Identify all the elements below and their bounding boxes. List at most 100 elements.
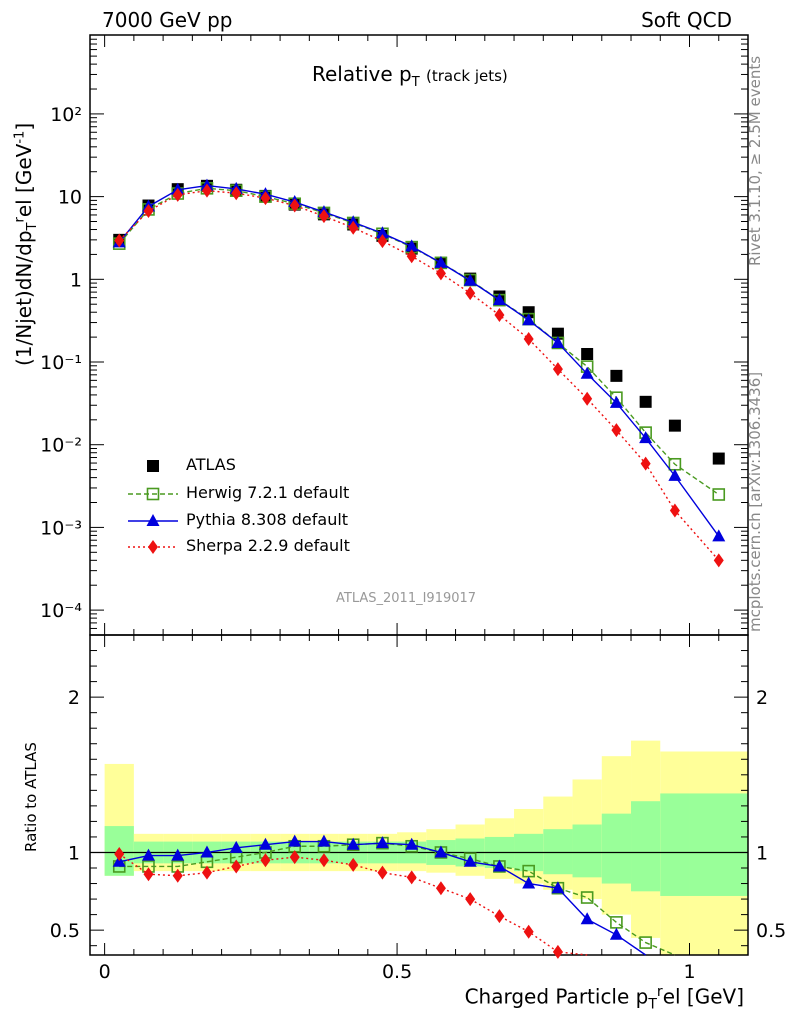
- ylabel-main-tail: el [GeV: [12, 143, 36, 218]
- y-tick-label: 10⁻⁴: [40, 600, 82, 622]
- pythia-ratio-point: [580, 912, 594, 925]
- sherpa-ratio-point: [231, 859, 242, 874]
- sherpa-point: [201, 183, 212, 198]
- pythia-ratio-point: [405, 837, 419, 850]
- legend-entry-herwig: Herwig 7.2.1 default: [186, 483, 350, 502]
- y-axis-label-main: (1/Njet)dN/dpTrel [GeV-1]: [12, 123, 40, 366]
- title-main: Relative p: [312, 62, 412, 86]
- sherpa-ratio-point: [377, 865, 388, 880]
- pythia-point: [551, 335, 565, 348]
- title-note: (track jets): [426, 67, 508, 85]
- ylabel-main-close: ]: [12, 122, 36, 131]
- pythia-point: [639, 431, 653, 444]
- sherpa-ratio-point: [406, 870, 417, 885]
- ratio-y-tick-label-right: 1: [756, 842, 768, 864]
- pythia-point: [375, 226, 389, 239]
- sherpa-ratio-point: [523, 924, 534, 939]
- pythia-ratio-point: [609, 927, 623, 940]
- sherpa-point: [552, 362, 563, 377]
- title-sub: T: [411, 75, 420, 90]
- pythia-ratio-point: [141, 848, 155, 861]
- atlas-point: [522, 306, 535, 319]
- ratio-band-inner: [660, 793, 690, 896]
- sherpa-point: [172, 187, 183, 202]
- pythia-ratio-point: [522, 876, 536, 889]
- sherpa-point: [611, 423, 622, 438]
- sherpa-point: [260, 191, 271, 206]
- ratio-band-inner: [543, 829, 573, 875]
- ratio-band-inner: [601, 813, 632, 884]
- xlabel-sup: r: [656, 984, 663, 1000]
- pythia-point: [434, 255, 448, 268]
- sherpa-ratio-point: [348, 857, 359, 872]
- rivet-version-label: Rivet 3.1.10, ≥ 2.5M events: [746, 55, 764, 266]
- xlabel-tail: el [GeV]: [662, 984, 744, 1009]
- sherpa-line: [118, 189, 720, 561]
- x-tick-label: 1: [683, 961, 695, 983]
- legend-marker-pythia: [146, 514, 160, 526]
- ratio-y-tick-label: 2: [68, 687, 80, 709]
- xlabel-text: Charged Particle p: [464, 984, 649, 1009]
- sherpa-point: [143, 203, 154, 218]
- sherpa-point: [289, 198, 300, 213]
- pythia-point: [580, 366, 594, 379]
- pythia-point: [712, 529, 726, 542]
- ylabel-main-unit: -1: [12, 130, 28, 144]
- ratio-panel-frame: [89, 634, 749, 956]
- sherpa-point: [406, 249, 417, 264]
- sherpa-point: [231, 186, 242, 201]
- x-tick-label: 0: [99, 961, 111, 983]
- sherpa-point: [377, 234, 388, 249]
- sherpa-point: [318, 209, 329, 224]
- ratio-band-inner: [572, 824, 602, 878]
- pythia-point: [405, 239, 419, 252]
- ratio-band-inner: [631, 801, 661, 892]
- pythia-ratio-point: [317, 834, 331, 847]
- atlas-point: [668, 419, 681, 432]
- sherpa-point: [523, 331, 534, 346]
- sherpa-point: [348, 220, 359, 235]
- analysis-reference: ATLAS_2011_I919017: [336, 591, 477, 606]
- ylabel-main-sub: T: [25, 222, 40, 231]
- atlas-point: [712, 452, 725, 465]
- pythia-point: [463, 273, 477, 286]
- ratio-y-tick-label: 1: [68, 842, 80, 864]
- legend-entry-sherpa: Sherpa 2.2.9 default: [186, 536, 350, 555]
- y-tick-label: 10²: [50, 104, 82, 126]
- pythia-ratio-point: [434, 845, 448, 858]
- pythia-ratio-point: [288, 834, 302, 847]
- sherpa-ratio-point: [318, 853, 329, 868]
- ylabel-main-sup: r: [12, 217, 28, 223]
- ratio-y-tick-label-right: 0.5: [756, 920, 786, 942]
- herwig-ratio-point: [580, 891, 594, 904]
- atlas-point: [581, 347, 594, 360]
- sherpa-ratio-point: [494, 909, 505, 924]
- xlabel-sub: T: [648, 996, 657, 1013]
- legend-entry-pythia: Pythia 8.308 default: [186, 510, 349, 529]
- herwig-ratio-point: [610, 916, 623, 929]
- herwig-ratio-point: [639, 936, 652, 949]
- herwig-point: [712, 488, 726, 501]
- sherpa-ratio-point: [114, 847, 125, 862]
- sherpa-ratio-point: [172, 868, 183, 883]
- header-right: Soft QCD: [641, 8, 732, 32]
- pythia-ratio-point: [171, 848, 185, 861]
- sherpa-point: [494, 308, 505, 323]
- sherpa-ratio-point: [201, 865, 212, 880]
- sherpa-ratio-point: [143, 867, 154, 882]
- sherpa-point: [640, 456, 651, 471]
- pythia-point: [668, 468, 682, 481]
- sherpa-ratio-point: [552, 944, 563, 959]
- legend-marker-sherpa: [148, 540, 158, 554]
- x-tick-label: 0.5: [382, 961, 412, 983]
- ylabel-main-text: (1/Njet)dN/dp: [12, 230, 36, 366]
- sherpa-point: [713, 553, 724, 568]
- pythia-point: [492, 293, 506, 306]
- pythia-ratio-point: [258, 837, 272, 850]
- x-axis-label: Charged Particle pTrel [GeV]: [465, 984, 744, 1013]
- sherpa-point: [114, 233, 125, 248]
- sherpa-ratio-point: [289, 850, 300, 865]
- sherpa-ratio-point: [260, 853, 271, 868]
- sherpa-point: [435, 266, 446, 281]
